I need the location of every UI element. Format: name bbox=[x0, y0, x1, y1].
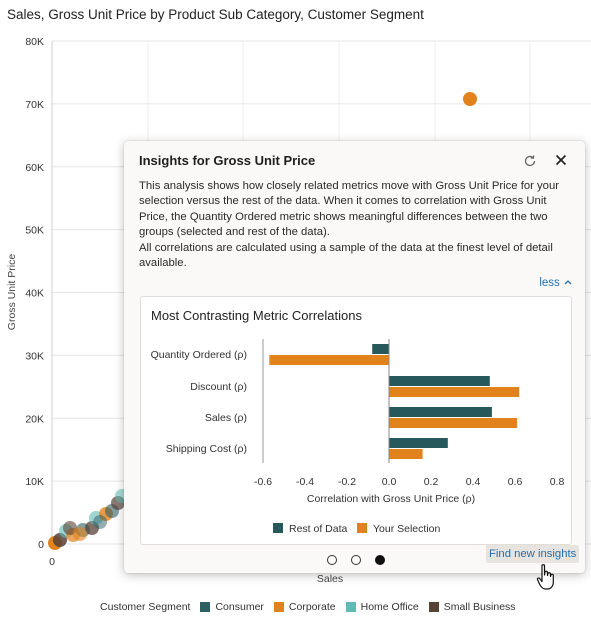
x-tick-label: 0.8 bbox=[550, 476, 565, 488]
legend-title: Customer Segment bbox=[100, 601, 191, 613]
x-axis-title: Correlation with Gross Unit Price (ρ) bbox=[307, 493, 475, 505]
refresh-icon[interactable] bbox=[522, 153, 538, 169]
y-tick-label: 30K bbox=[25, 350, 44, 362]
legend-label: Consumer bbox=[215, 601, 264, 613]
scatter-point bbox=[463, 92, 477, 106]
x-tick-label: -0.2 bbox=[338, 476, 356, 488]
scatter-point bbox=[73, 527, 87, 541]
less-link[interactable]: less bbox=[539, 277, 572, 289]
x-tick-label: 0.0 bbox=[382, 476, 397, 488]
insights-panel: Insights for Gross Unit Price This analy… bbox=[124, 141, 585, 573]
chevron-up-icon bbox=[564, 280, 572, 285]
y-axis-title: Gross Unit Price bbox=[6, 254, 18, 331]
category-label: Sales (ρ) bbox=[205, 412, 247, 424]
legend-swatch bbox=[428, 602, 439, 612]
legend-label: Rest of Data bbox=[289, 523, 348, 535]
x-tick-label: -0.6 bbox=[254, 476, 272, 488]
bar-rest-of-data bbox=[389, 407, 492, 417]
find-new-insights-link[interactable]: Find new insights bbox=[486, 545, 580, 563]
correlation-chart: -0.6 -0.4 -0.2 0.0 0.2 0.4 0.6 0.8 Quantity Orde… bbox=[151, 339, 565, 535]
close-icon[interactable] bbox=[553, 152, 569, 168]
bar-rest-of-data bbox=[389, 376, 490, 386]
correlation-chart-card: Most Contrasting Metric Correlations -0.… bbox=[140, 296, 572, 545]
pager-dot-2[interactable] bbox=[351, 555, 361, 565]
category-label: Quantity Ordered (ρ) bbox=[151, 349, 247, 361]
bar-your-selection bbox=[269, 355, 389, 365]
legend-item-consumer[interactable]: Consumer bbox=[200, 601, 264, 613]
bar-your-selection bbox=[389, 418, 518, 428]
x-axis-title: Sales bbox=[317, 573, 343, 585]
category-label: Shipping Cost (ρ) bbox=[166, 443, 247, 455]
chart-title: Sales, Gross Unit Price by Product Sub C… bbox=[7, 7, 424, 22]
pager-dot-1[interactable] bbox=[327, 555, 337, 565]
bar-rest-of-data bbox=[372, 344, 389, 354]
bar-rest-of-data bbox=[389, 438, 448, 448]
legend-item-corporate[interactable]: Corporate bbox=[273, 601, 336, 613]
legend-item-home-office[interactable]: Home Office bbox=[345, 601, 419, 613]
x-tick-label: 0.2 bbox=[424, 476, 439, 488]
insight-pager bbox=[327, 555, 399, 565]
category-label: Discount (ρ) bbox=[190, 381, 247, 393]
legend-label: Home Office bbox=[360, 601, 419, 613]
x-tick-label: 0 bbox=[49, 556, 55, 568]
y-tick-label: 10K bbox=[25, 476, 44, 488]
panel-title: Insights for Gross Unit Price bbox=[139, 153, 316, 168]
segment-legend: Customer Segment Consumer Corporate Home… bbox=[100, 601, 526, 613]
y-tick-label: 70K bbox=[25, 99, 44, 111]
pager-dot-3[interactable] bbox=[375, 555, 385, 565]
less-label: less bbox=[539, 277, 560, 289]
x-tick-label: 0.6 bbox=[508, 476, 523, 488]
panel-description: This analysis shows how closely related … bbox=[139, 179, 571, 271]
bar-your-selection bbox=[389, 387, 520, 397]
legend-swatch bbox=[273, 602, 284, 612]
legend-swatch bbox=[345, 602, 356, 612]
correlation-chart-title: Most Contrasting Metric Correlations bbox=[151, 308, 362, 323]
scatter-point bbox=[93, 515, 107, 529]
y-tick-label: 60K bbox=[25, 162, 44, 174]
legend-label: Small Business bbox=[443, 601, 516, 613]
description-paragraph: This analysis shows how closely related … bbox=[139, 180, 560, 239]
x-tick-label: 0.4 bbox=[466, 476, 481, 488]
y-tick-label: 50K bbox=[25, 225, 44, 237]
y-tick-label: 80K bbox=[25, 36, 44, 48]
y-tick-label: 0 bbox=[38, 539, 44, 551]
y-tick-label: 40K bbox=[25, 288, 44, 300]
legend-swatch bbox=[357, 523, 367, 533]
legend-item-small-business[interactable]: Small Business bbox=[428, 601, 516, 613]
hand-pointer-icon bbox=[536, 564, 554, 590]
legend-label: Corporate bbox=[288, 601, 336, 613]
description-paragraph: All correlations are calculated using a … bbox=[139, 241, 553, 270]
legend-swatch bbox=[273, 523, 283, 533]
x-tick-label: -0.4 bbox=[296, 476, 314, 488]
legend-label: Your Selection bbox=[373, 523, 440, 535]
legend-swatch bbox=[200, 602, 211, 612]
y-tick-label: 20K bbox=[25, 413, 44, 425]
bar-your-selection bbox=[389, 449, 423, 459]
